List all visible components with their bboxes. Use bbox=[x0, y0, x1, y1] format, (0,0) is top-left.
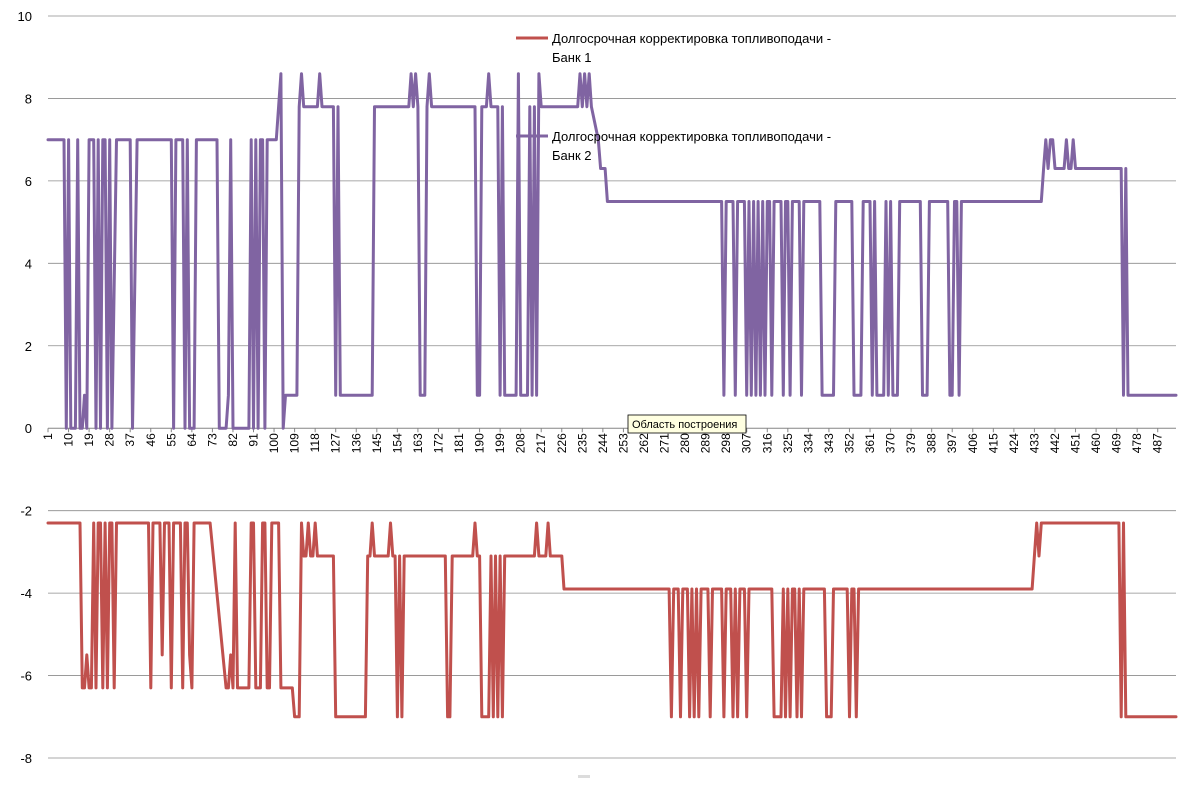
y-tick-label: 4 bbox=[25, 256, 32, 271]
y-tick-label: -6 bbox=[20, 669, 32, 684]
plot-area-tooltip: Область построения bbox=[627, 414, 747, 434]
x-tick-label: 343 bbox=[822, 433, 836, 453]
y-axis-tick-labels: 10 8 6 4 2 0 -2 -4 -6 -8 bbox=[18, 9, 32, 766]
x-tick-label: 487 bbox=[1151, 433, 1165, 453]
x-tick-label: 172 bbox=[431, 433, 445, 453]
tooltip-box bbox=[627, 414, 747, 434]
y-tick-label: 2 bbox=[25, 339, 32, 354]
x-tick-label: 28 bbox=[103, 433, 117, 447]
x-tick-label: 19 bbox=[82, 433, 96, 447]
x-tick-label: 64 bbox=[185, 433, 199, 447]
x-tick-label: 325 bbox=[781, 433, 795, 453]
x-tick-label: 352 bbox=[842, 433, 856, 453]
x-tick-label: 208 bbox=[514, 433, 528, 453]
x-tick-label: 73 bbox=[205, 433, 219, 447]
x-tick-label: 109 bbox=[288, 433, 302, 453]
x-axis bbox=[47, 427, 1176, 433]
x-tick-label: 397 bbox=[945, 433, 959, 453]
x-tick-label: 424 bbox=[1007, 433, 1021, 453]
x-tick-label: 271 bbox=[658, 433, 672, 453]
y-tick-label: 10 bbox=[18, 9, 32, 24]
x-tick-label: 307 bbox=[740, 433, 754, 453]
legend[interactable]: Долгосрочная корректировка топливоподачи… bbox=[516, 31, 831, 163]
x-tick-label: 82 bbox=[226, 433, 240, 447]
x-tick-label: 298 bbox=[719, 433, 733, 453]
y-tick-label: 8 bbox=[25, 91, 32, 106]
x-tick-label: 163 bbox=[411, 433, 425, 453]
x-tick-label: 379 bbox=[904, 433, 918, 453]
x-tick-label: 127 bbox=[329, 433, 343, 453]
x-tick-label: 100 bbox=[267, 433, 281, 453]
series-line-bank-2[interactable] bbox=[46, 72, 1178, 430]
legend-item-bank-2[interactable]: Долгосрочная корректировка топливоподачи… bbox=[516, 129, 831, 163]
x-tick-label: 46 bbox=[144, 433, 158, 447]
x-tick-label: 442 bbox=[1048, 433, 1062, 453]
legend-label: Банк 1 bbox=[552, 50, 591, 65]
resize-handle[interactable] bbox=[578, 775, 590, 778]
x-tick-label: 10 bbox=[62, 433, 76, 447]
x-tick-label: 280 bbox=[678, 433, 692, 453]
x-tick-label: 37 bbox=[123, 433, 137, 447]
x-tick-label: 199 bbox=[493, 433, 507, 453]
x-tick-label: 91 bbox=[247, 433, 261, 447]
x-tick-label: 136 bbox=[349, 433, 363, 453]
x-tick-label: 253 bbox=[616, 433, 630, 453]
x-tick-label: 55 bbox=[164, 433, 178, 447]
y-tick-label: 6 bbox=[25, 174, 32, 189]
tooltip-text: Область построения bbox=[632, 419, 737, 431]
x-tick-label: 226 bbox=[555, 433, 569, 453]
x-tick-label: 262 bbox=[637, 433, 651, 453]
x-tick-label: 145 bbox=[370, 433, 384, 453]
x-tick-label: 118 bbox=[308, 433, 322, 452]
y-tick-label: 0 bbox=[25, 421, 32, 436]
x-tick-label: 334 bbox=[801, 433, 815, 453]
y-tick-label: -4 bbox=[20, 586, 32, 601]
x-tick-label: 235 bbox=[575, 433, 589, 453]
x-tick-label: 388 bbox=[925, 433, 939, 453]
x-tick-label: 460 bbox=[1089, 433, 1103, 453]
legend-label: Долгосрочная корректировка топливоподачи… bbox=[552, 129, 831, 144]
x-tick-label: 154 bbox=[390, 433, 404, 453]
y-tick-label: -2 bbox=[20, 504, 32, 519]
x-tick-label: 478 bbox=[1130, 433, 1144, 453]
x-tick-label: 190 bbox=[473, 433, 487, 453]
legend-label: Банк 2 bbox=[552, 148, 591, 163]
y-tick-label: -8 bbox=[20, 751, 32, 766]
x-tick-label: 217 bbox=[534, 433, 548, 453]
x-tick-label: 415 bbox=[986, 433, 1000, 453]
gridlines bbox=[48, 15, 1176, 759]
x-tick-label: 1 bbox=[41, 433, 55, 440]
x-tick-label: 289 bbox=[699, 433, 713, 453]
x-tick-label: 433 bbox=[1027, 433, 1041, 453]
x-tick-label: 316 bbox=[760, 433, 774, 453]
x-tick-label: 244 bbox=[596, 433, 610, 453]
x-tick-label: 451 bbox=[1069, 433, 1083, 453]
x-tick-label: 406 bbox=[966, 433, 980, 453]
x-tick-label: 370 bbox=[884, 433, 898, 453]
series-layer bbox=[46, 72, 1178, 719]
x-tick-label: 181 bbox=[452, 433, 466, 453]
series-line-bank-1[interactable] bbox=[46, 521, 1178, 719]
x-tick-label: 469 bbox=[1110, 433, 1124, 453]
legend-item-bank-1[interactable]: Долгосрочная корректировка топливоподачи… bbox=[516, 31, 831, 65]
legend-label: Долгосрочная корректировка топливоподачи… bbox=[552, 31, 831, 46]
x-tick-label: 361 bbox=[863, 433, 877, 453]
x-axis-tick-labels: 1 10 19 28 37 46 55 64 73 82 91 100 109 118 127 136 145 1… bbox=[41, 433, 1165, 453]
